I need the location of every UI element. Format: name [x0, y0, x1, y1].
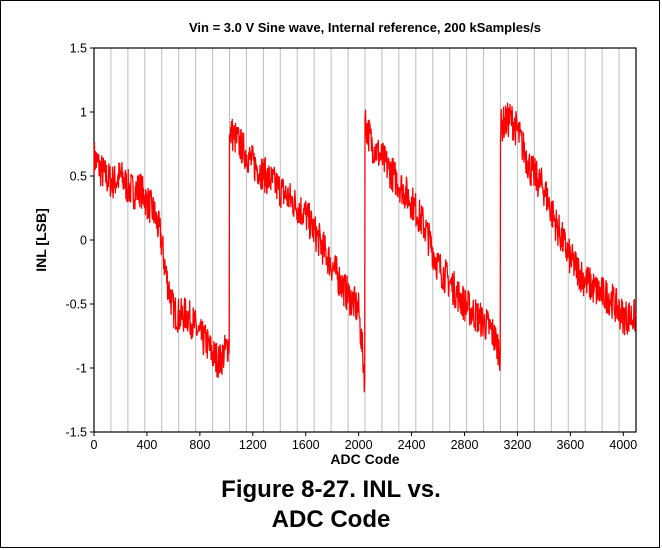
y-tick-label: 0.5	[70, 170, 87, 184]
x-tick-label: 800	[189, 438, 210, 452]
x-tick-label: 4000	[609, 438, 637, 452]
inl-series-line	[93, 102, 637, 393]
x-tick-label: 1200	[239, 438, 267, 452]
inl-chart: Vin = 3.0 V Sine wave, Internal referenc…	[33, 20, 637, 467]
y-tick-label: -1.5	[65, 426, 87, 440]
x-tick-label: 3600	[556, 438, 584, 452]
x-tick-label: 1600	[292, 438, 320, 452]
x-tick-label: 3200	[504, 438, 532, 452]
y-tick-label: 1	[80, 106, 87, 120]
figure-caption: Figure 8-27. INL vs. ADC Code	[0, 475, 662, 535]
x-tick-label: 2800	[451, 438, 479, 452]
x-tick-label: 400	[137, 438, 158, 452]
x-tick-label: 2400	[398, 438, 426, 452]
x-axis-label: ADC Code	[330, 451, 399, 467]
y-tick-label: 1.5	[70, 42, 87, 56]
chart-title: Vin = 3.0 V Sine wave, Internal referenc…	[189, 20, 541, 35]
y-tick-label: -0.5	[65, 298, 87, 312]
caption-line-1: Figure 8-27. INL vs.	[221, 476, 441, 503]
y-axis-label: INL [LSB]	[33, 208, 49, 272]
x-tick-label: 0	[91, 438, 98, 452]
y-tick-label: -1	[76, 362, 87, 376]
caption-line-2: ADC Code	[271, 506, 391, 533]
y-tick-label: 0	[80, 234, 87, 248]
x-tick-label: 2000	[345, 438, 373, 452]
